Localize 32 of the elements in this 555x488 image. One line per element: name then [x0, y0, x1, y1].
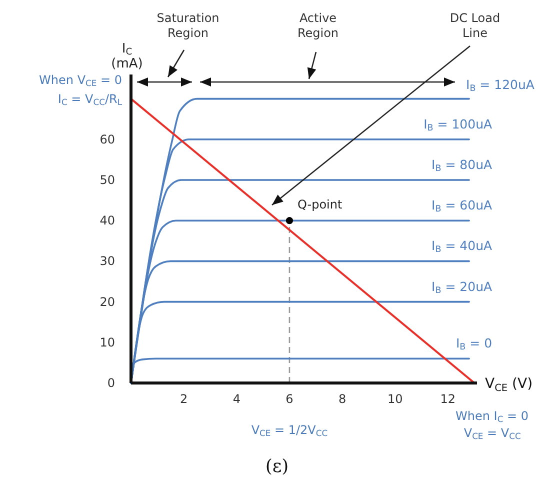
text: V$_{CE}$ = V$_{CC}$	[464, 426, 521, 441]
text: V$_{CE}$ = 1/2V$_{CC}$	[251, 423, 328, 438]
text: I$_{C}$ = V$_{CC}$/R$_{L}$	[58, 92, 122, 107]
annotation: Q-point	[297, 198, 342, 212]
text: Saturation Region	[156, 11, 220, 40]
x-tick-label: 10	[387, 392, 403, 406]
y-tick-label: 20	[100, 294, 115, 309]
x-tick-label: 4	[232, 392, 240, 406]
x-tick-label: 12	[440, 392, 456, 406]
text: Active Region	[297, 11, 339, 40]
x-axis-title: V$_{CE}$ (V)	[485, 376, 533, 394]
series-label: I$_{B}$ = 120uA	[466, 76, 535, 94]
y-tick-label: 30	[100, 254, 115, 268]
y-tick-label: 60	[100, 132, 115, 146]
x-tick-label: 6	[286, 392, 294, 406]
series-label: I$_{B}$ = 20uA	[432, 278, 493, 296]
x-tick-label: 8	[338, 392, 346, 406]
text: When I$_{C}$ = 0	[456, 409, 528, 424]
series-label: I$_{B}$ = 80uA	[432, 157, 493, 174]
text: When V$_{CE}$ = 0	[39, 73, 122, 88]
series-label: I$_{B}$ = 0	[456, 336, 492, 353]
y-tick-label: 40	[100, 214, 115, 228]
series-label: I$_{B}$ = 60uA	[432, 198, 493, 215]
y-tick-label: 0	[107, 376, 115, 390]
text: (ε)	[265, 456, 289, 477]
text: DC Load Line	[450, 11, 500, 40]
series-label: I$_{B}$ = 100uA	[424, 116, 493, 134]
x-tick-label: 2	[180, 392, 188, 406]
series-label: I$_{B}$ = 40uA	[432, 238, 493, 256]
y-tick-label: 10	[100, 335, 115, 350]
y-tick-label: 50	[100, 173, 115, 187]
y-axis-title: I$_{C}$ (mA)	[111, 41, 143, 72]
